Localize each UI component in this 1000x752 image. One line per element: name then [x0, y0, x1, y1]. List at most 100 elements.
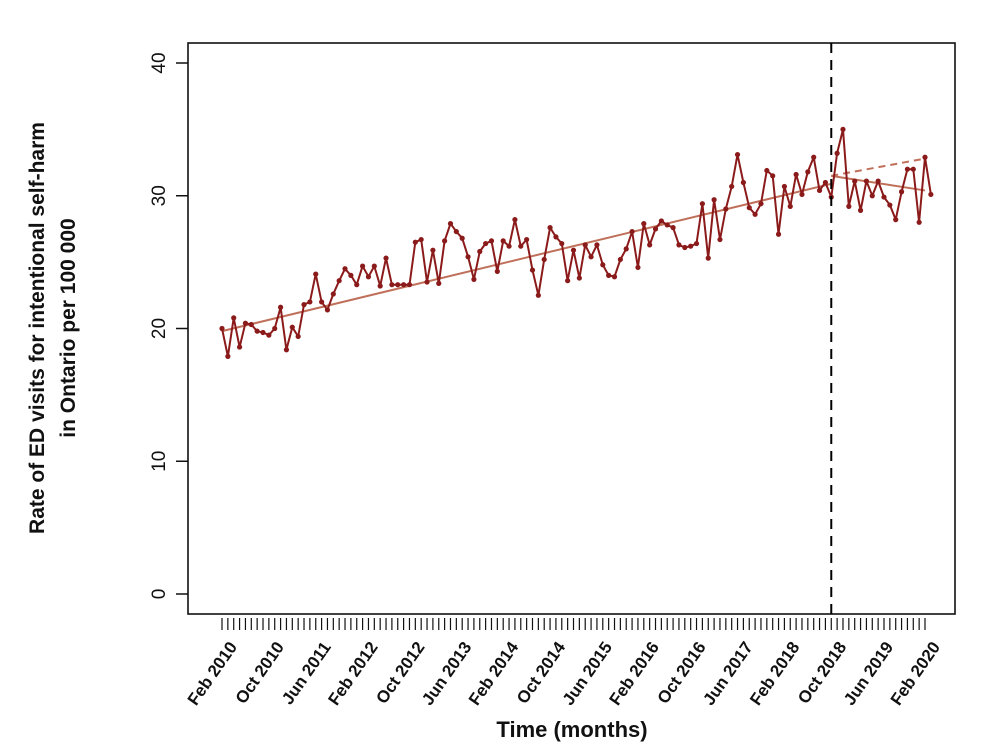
data-point: [547, 225, 553, 231]
data-point: [377, 283, 383, 289]
data-point: [307, 299, 313, 305]
data-point: [371, 263, 377, 269]
data-point: [904, 166, 911, 172]
data-point: [365, 274, 372, 280]
data-point: [729, 183, 735, 190]
data-point: [412, 239, 418, 245]
data-series: [219, 126, 934, 359]
data-point: [395, 282, 401, 288]
trend-lines: [221, 157, 926, 333]
data-point: [518, 243, 524, 249]
y-tick-label: 0: [149, 589, 170, 600]
data-point: [781, 183, 788, 190]
data-point: [483, 240, 489, 247]
data-point: [799, 191, 805, 198]
data-point: [430, 247, 436, 253]
data-point: [442, 238, 448, 244]
data-point: [535, 292, 541, 298]
y-axis: 0 10 20 30 40: [149, 52, 188, 599]
data-point: [852, 178, 858, 184]
y-tick-label: 30: [149, 185, 170, 206]
data-point: [647, 242, 653, 248]
data-point: [289, 324, 295, 330]
data-point: [318, 299, 325, 305]
data-point: [682, 244, 688, 251]
y-tick-label: 10: [149, 451, 170, 472]
data-point: [588, 254, 594, 260]
data-point: [529, 267, 536, 273]
data-point: [893, 217, 899, 223]
y-axis-title: Rate of ED visits for intentional self-h…: [26, 122, 80, 534]
data-point: [770, 173, 776, 179]
data-point: [670, 225, 676, 231]
y-tick-label: 20: [149, 318, 170, 339]
data-point: [459, 235, 465, 241]
data-point: [910, 166, 916, 172]
data-point: [840, 126, 846, 132]
data-point: [248, 321, 254, 328]
data-point: [594, 242, 600, 248]
data-point: [236, 344, 243, 350]
data-point: [242, 320, 249, 326]
data-point: [401, 282, 407, 288]
data-point: [740, 179, 746, 186]
y-axis-title-line: Rate of ED visits for intentional self-h…: [26, 122, 49, 534]
x-axis-title: Time (months): [496, 717, 647, 742]
data-point: [436, 280, 442, 286]
data-point: [816, 187, 823, 194]
data-point: [611, 274, 618, 280]
y-axis-title-line: in Ontario per 100 000: [57, 218, 80, 437]
data-point: [500, 238, 506, 244]
y-tick-label: 40: [149, 52, 170, 73]
data-point: [606, 272, 612, 278]
data-point: [693, 240, 700, 247]
data-point: [330, 291, 336, 297]
data-point: [928, 191, 934, 198]
data-point: [471, 276, 477, 282]
data-point: [635, 264, 641, 271]
data-point: [342, 266, 348, 272]
data-point: [360, 263, 366, 269]
data-point: [406, 282, 413, 288]
data-point: [225, 353, 231, 359]
data-point: [688, 243, 694, 249]
data-point: [822, 179, 829, 186]
data-point: [465, 254, 471, 260]
data-point: [863, 178, 870, 184]
data-point: [658, 218, 664, 224]
data-point: [881, 194, 887, 200]
data-point: [600, 262, 606, 268]
data-point: [898, 189, 905, 195]
data-point: [805, 169, 811, 175]
data-point: [617, 256, 623, 263]
data-point: [336, 278, 342, 284]
data-point: [424, 279, 430, 285]
data-point: [582, 242, 588, 248]
data-point: [629, 228, 635, 235]
data-point: [846, 203, 852, 209]
data-point: [524, 236, 530, 243]
data-point: [231, 315, 237, 321]
data-point: [869, 193, 875, 199]
data-point: [916, 219, 922, 225]
data-point: [260, 329, 266, 336]
data-point: [752, 211, 758, 217]
data-point: [324, 307, 331, 313]
data-point: [453, 228, 459, 235]
data-point: [705, 255, 711, 261]
data-point: [219, 325, 225, 332]
data-point: [283, 347, 290, 353]
data-point: [389, 282, 395, 288]
data-point: [553, 234, 559, 240]
data-point: [717, 236, 723, 243]
data-point: [857, 207, 864, 213]
data-point: [354, 282, 360, 288]
data-point: [875, 178, 881, 184]
data-point: [576, 275, 582, 281]
data-point: [793, 171, 799, 178]
data-point: [676, 242, 682, 248]
data-point: [922, 154, 928, 160]
data-point: [447, 221, 454, 227]
data-point: [418, 236, 424, 243]
